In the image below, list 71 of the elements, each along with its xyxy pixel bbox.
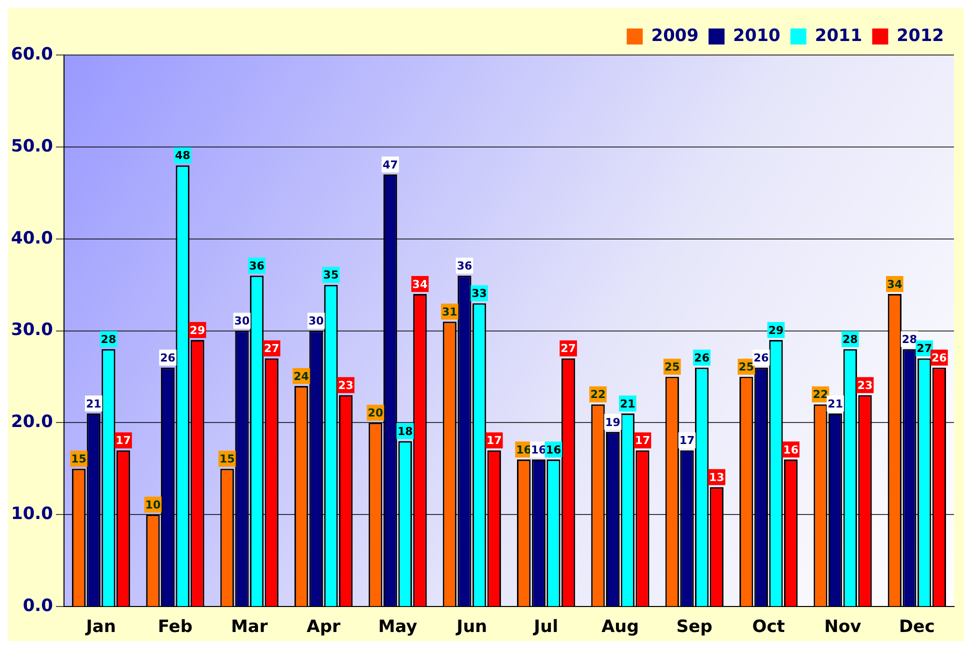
data-label: 22	[590, 388, 606, 402]
data-label: 24	[294, 370, 310, 383]
legend-label: 2011	[814, 26, 862, 46]
legend-label: 2009	[651, 26, 699, 46]
data-label: 29	[768, 324, 784, 337]
data-label: 48	[174, 149, 190, 162]
x-tick-label: Aug	[602, 617, 639, 638]
data-label: 16	[530, 443, 547, 456]
x-tick-label: Jun	[456, 617, 488, 638]
legend-label: 2010	[733, 26, 781, 46]
y-tick-label: 30.0	[10, 320, 54, 340]
x-tick-label: Apr	[306, 617, 342, 638]
legend-label: 2012	[896, 26, 944, 46]
x-tick-label: Oct	[752, 617, 785, 638]
data-label: 10	[145, 498, 161, 512]
y-tick-label: 0.0	[22, 596, 54, 616]
x-tick-label: Jul	[532, 617, 558, 638]
data-label: 17	[679, 434, 695, 448]
x-tick-label: Jan	[85, 617, 116, 638]
x-tick-label: Mar	[230, 617, 268, 638]
x-tick-label: Sep	[676, 617, 712, 638]
data-label: 15	[219, 452, 235, 466]
x-tick-label: May	[378, 617, 418, 638]
data-label: 27	[560, 342, 576, 356]
data-label: 28	[902, 333, 918, 346]
x-tick-label: Nov	[824, 617, 862, 638]
data-label: 21	[828, 397, 843, 410]
data-label: 17	[116, 434, 131, 448]
data-label: 22	[812, 388, 828, 402]
data-label: 17	[634, 434, 650, 448]
x-tick-label: Dec	[899, 617, 935, 638]
data-label: 26	[754, 351, 770, 364]
data-label: 26	[932, 351, 948, 364]
data-label: 28	[100, 333, 116, 346]
data-label: 25	[664, 360, 680, 374]
data-label: 15	[71, 452, 86, 466]
data-label: 27	[264, 342, 280, 356]
y-tick-label: 50.0	[10, 136, 54, 156]
x-tick-label: Feb	[158, 617, 193, 638]
data-label: 21	[620, 397, 636, 410]
data-label: 13	[708, 470, 724, 484]
data-label: 26	[694, 351, 710, 364]
data-label: 20	[368, 406, 384, 420]
data-label: 18	[397, 424, 413, 438]
data-label: 33	[472, 287, 487, 300]
data-label: 25	[738, 360, 754, 374]
data-label: 35	[323, 268, 339, 282]
data-label: 28	[842, 333, 858, 346]
data-label: 16	[783, 443, 799, 456]
data-label: 23	[857, 379, 873, 392]
y-tick-label: 20.0	[10, 412, 54, 432]
data-label: 36	[456, 260, 472, 272]
y-tick-label: 40.0	[10, 228, 54, 248]
data-label: 17	[486, 434, 502, 448]
data-label: 16	[546, 443, 562, 456]
data-label: 34	[887, 278, 903, 291]
data-label: 31	[442, 305, 458, 318]
data-label: 21	[86, 397, 102, 410]
data-label: 36	[249, 260, 265, 272]
data-label: 26	[160, 351, 176, 364]
data-label: 16	[516, 443, 532, 456]
data-label: 30	[234, 314, 250, 328]
data-label: 23	[338, 379, 354, 392]
data-label: 30	[308, 314, 324, 328]
y-tick-label: 60.0	[10, 44, 54, 64]
data-label: 19	[605, 416, 620, 429]
data-label: 47	[382, 158, 398, 172]
data-label: 29	[190, 324, 206, 337]
y-tick-label: 10.0	[10, 504, 54, 524]
data-label: 27	[916, 342, 932, 356]
data-label: 34	[412, 278, 428, 291]
